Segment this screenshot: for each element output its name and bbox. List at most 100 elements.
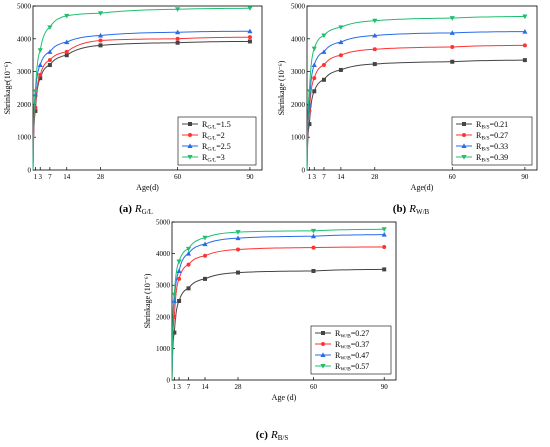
- y-tick-label: 3000: [17, 68, 32, 76]
- legend-value: =0.57: [351, 362, 370, 371]
- data-point: [185, 251, 192, 256]
- series-4: [32, 6, 253, 171]
- y-axis-label: Shrinkage (10⁻⁶): [277, 60, 286, 115]
- legend-label: RW/B=0.27: [335, 329, 369, 340]
- series-4: [306, 14, 528, 171]
- legend-marker: [321, 331, 325, 335]
- series-1: [306, 58, 527, 171]
- y-tick-label: 0: [302, 167, 306, 175]
- legend-marker: [462, 133, 466, 137]
- x-tick-label: 1: [173, 383, 177, 391]
- x-tick-label: 90: [246, 173, 254, 181]
- x-tick-label: 3: [177, 383, 181, 391]
- data-point: [450, 45, 455, 49]
- data-point: [247, 39, 252, 44]
- data-point: [321, 49, 327, 54]
- data-point: [175, 36, 180, 41]
- data-point: [175, 7, 181, 12]
- caption-symbol: R: [270, 429, 278, 441]
- caption-letter: (c): [256, 429, 269, 441]
- x-tick-label: 60: [174, 173, 182, 181]
- legend-label: RW/B=0.37: [335, 340, 369, 351]
- x-axis-label: Age(d): [136, 183, 159, 192]
- series-curve: [171, 234, 385, 381]
- x-tick-label: 14: [202, 383, 210, 391]
- data-point: [175, 40, 180, 45]
- x-tick-label: 90: [381, 383, 389, 391]
- data-point: [312, 76, 317, 81]
- legend-sub: G/L: [207, 158, 217, 164]
- legend-sub: B/S: [481, 147, 489, 153]
- series-3: [32, 28, 253, 171]
- data-point: [235, 230, 241, 235]
- data-point: [47, 63, 52, 68]
- legend-label: RG/L=2: [202, 131, 225, 142]
- plot-frame: [306, 5, 538, 171]
- x-tick-label: 28: [235, 383, 243, 391]
- y-tick-label: 4000: [17, 35, 32, 43]
- panel-a: 0 1000 2000 3000 4000 5000 1 3 7 14 28 60 90 Age(d) Sh…: [3, 3, 263, 216]
- data-point: [175, 29, 181, 35]
- legend-value: =3: [216, 153, 225, 162]
- data-point: [372, 32, 378, 38]
- data-point: [186, 286, 191, 291]
- data-point: [312, 89, 317, 94]
- y-tick-label: 0: [167, 377, 171, 385]
- data-point: [338, 39, 344, 45]
- series-curve: [171, 228, 385, 381]
- data-point: [247, 35, 252, 40]
- data-point: [172, 330, 177, 335]
- plot-frame: [32, 5, 263, 171]
- series-2: [306, 43, 527, 171]
- data-point: [372, 47, 377, 52]
- x-tick-label: 1: [34, 173, 38, 181]
- legend-main: R: [335, 362, 341, 371]
- x-tick-label: 28: [97, 173, 105, 181]
- data-point: [321, 63, 326, 68]
- series-curve: [306, 59, 525, 171]
- legend-main: R: [202, 131, 208, 140]
- data-point: [307, 122, 312, 127]
- legend-marker: [188, 133, 192, 137]
- data-point: [98, 43, 103, 48]
- legend-label: RW/B=0.57: [335, 362, 369, 373]
- series-curve: [306, 31, 525, 171]
- data-point: [33, 108, 38, 113]
- series-curve: [171, 246, 385, 381]
- x-tick-label: 60: [449, 173, 457, 181]
- plot-frame: [171, 221, 397, 381]
- y-tick-label: 2000: [17, 101, 32, 109]
- data-point: [38, 76, 43, 81]
- data-point: [203, 253, 208, 258]
- data-point: [64, 13, 70, 19]
- data-point: [235, 235, 241, 241]
- legend-main: R: [335, 329, 341, 338]
- data-point: [338, 25, 344, 30]
- data-point: [372, 62, 377, 67]
- legend-value: =2.5: [216, 142, 231, 151]
- x-tick-label: 90: [521, 173, 529, 181]
- data-point: [64, 49, 69, 54]
- panel-b: 0 1000 2000 3000 4000 5000 1 3 7 14 28 60 90 Age(d) Sh…: [277, 3, 538, 216]
- caption-symbol: R: [134, 203, 142, 215]
- y-tick-label: 4000: [156, 250, 171, 258]
- legend-label: RW/B=0.47: [335, 351, 369, 362]
- data-point: [338, 67, 343, 72]
- x-axis-label: Age(d): [411, 183, 434, 192]
- y-tick-label: 3000: [291, 68, 306, 76]
- caption-letter: (a): [119, 203, 132, 215]
- legend-value: =0.47: [351, 351, 370, 360]
- data-point: [247, 28, 253, 34]
- series-curve: [171, 268, 385, 381]
- legend-label: RG/L=1.5: [202, 120, 231, 131]
- series-curve: [32, 30, 250, 171]
- legend-main: R: [335, 340, 341, 349]
- data-point: [47, 25, 53, 30]
- caption-letter: (b): [393, 203, 407, 215]
- data-point: [37, 48, 43, 53]
- series-curve: [306, 16, 525, 171]
- x-tick-label: 14: [337, 173, 345, 181]
- data-point: [338, 53, 343, 58]
